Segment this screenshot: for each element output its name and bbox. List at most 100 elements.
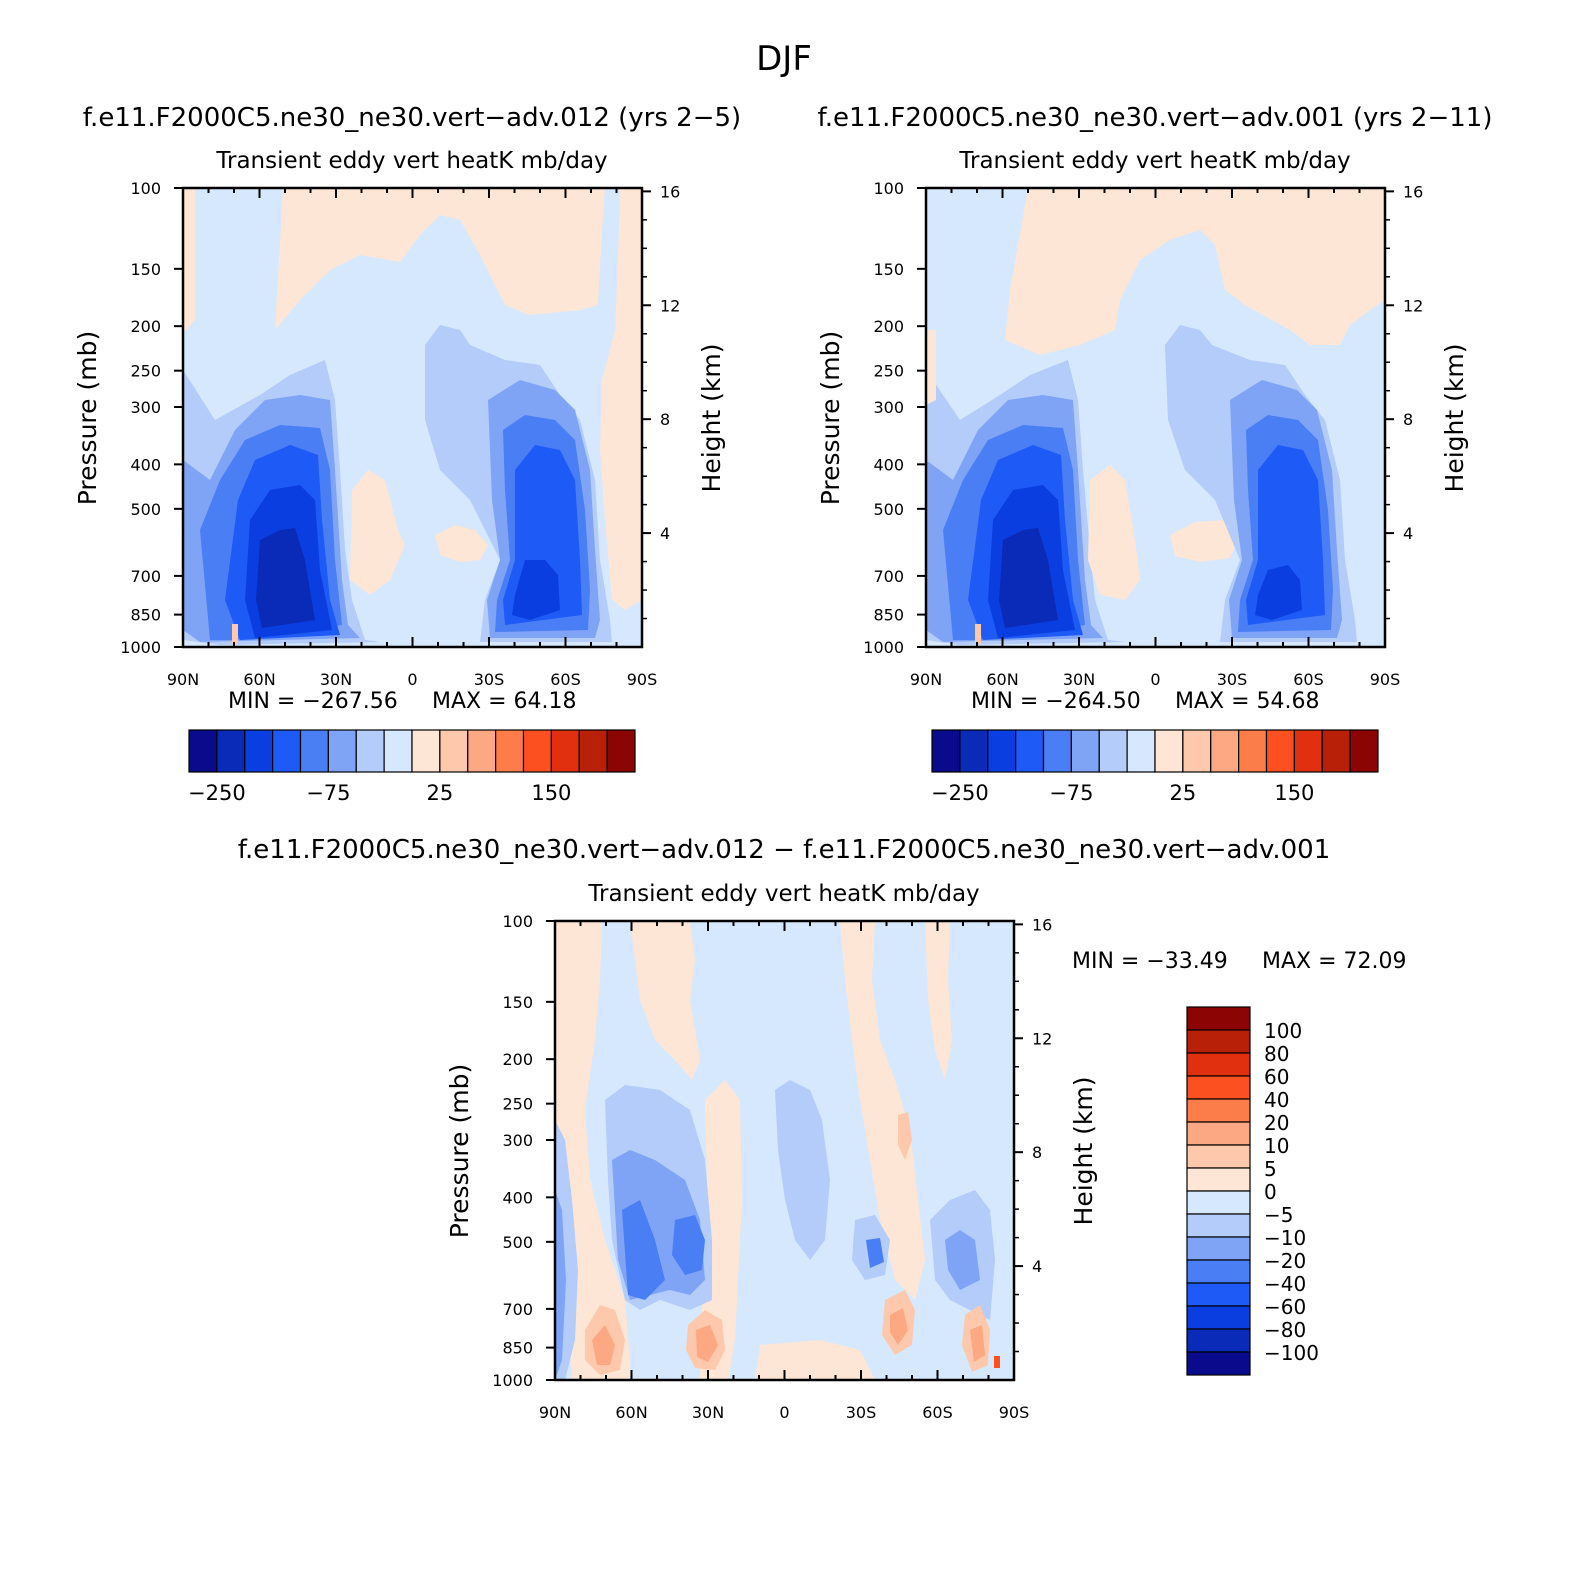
- panel-3-corner-positive: [994, 1356, 1000, 1368]
- colorbar-label: −40: [1264, 1272, 1306, 1296]
- panel-3-positive-4-core: [970, 1325, 985, 1362]
- colorbar-box: [1186, 1351, 1251, 1376]
- panel-3-far-blue-2: [945, 1230, 980, 1290]
- panel-2-axes: 90N 60N 30N 0 30S 60S 90S 100 150 200 250 300 400 500…: [863, 179, 1423, 689]
- colorbar-box: [1186, 1328, 1251, 1353]
- panel-1-ylabel: Pressure (mb): [73, 331, 102, 505]
- panel-2-upper-positive: [1005, 188, 1385, 355]
- x-tick-label: 60S: [550, 670, 581, 689]
- x-tick-label: 60S: [1293, 670, 1324, 689]
- colorbar-label: −100: [1264, 1341, 1319, 1365]
- colorbar-box: [1186, 1305, 1251, 1330]
- y2-tick-label: 4: [660, 524, 670, 543]
- panel-3-nh-blue-3: [622, 1200, 665, 1300]
- x-tick-label: 90S: [999, 1403, 1030, 1422]
- y-tick-label: 250: [873, 362, 904, 381]
- panel-3-positive-3-core: [890, 1308, 908, 1345]
- y-tick-label: 850: [502, 1339, 533, 1358]
- panel-2-left-positive: [926, 330, 936, 405]
- colorbar-box: [1186, 1236, 1251, 1261]
- colorbar-box: [355, 729, 385, 773]
- panel-3-axes: 90N 60N 30N 0 30S 60S 90S 100 150 200 250 300 400 500…: [492, 912, 1052, 1422]
- y-tick-label: 100: [502, 912, 533, 931]
- colorbar-box: [1015, 729, 1045, 773]
- y-tick-label: 200: [130, 317, 161, 336]
- x-tick-label: 90N: [539, 1403, 571, 1422]
- colorbar-box: [272, 729, 302, 773]
- colorbar-label: −5: [1264, 1203, 1293, 1227]
- panel-1-upper-positive: [275, 188, 605, 330]
- colorbar-box: [495, 729, 525, 773]
- panel-3-positive-2-core: [696, 1325, 718, 1362]
- y-tick-label: 150: [873, 260, 904, 279]
- colorbar-label: 40: [1264, 1088, 1289, 1112]
- panel-1-colorbar: −250 −75 25 150: [188, 729, 636, 805]
- x-tick-label: 30N: [320, 670, 352, 689]
- colorbar-label: 150: [531, 781, 571, 805]
- panel-1-right-positive: [600, 188, 642, 610]
- y2-tick-label: 8: [1403, 410, 1413, 429]
- panel-1: f.e11.F2000C5.ne30_ne30.vert−adv.012 (yr…: [73, 103, 741, 805]
- x-tick-label: 0: [407, 670, 417, 689]
- x-tick-label: 30N: [692, 1403, 724, 1422]
- colorbar-box: [1186, 1282, 1251, 1307]
- y2-tick-label: 16: [660, 182, 680, 201]
- panel-1-y2label: Height (km): [697, 344, 726, 493]
- panel-1-eq-positive: [435, 525, 488, 562]
- panel-1-case-title: f.e11.F2000C5.ne30_ne30.vert−adv.012 (yr…: [83, 103, 741, 133]
- colorbar-label: −80: [1264, 1318, 1306, 1342]
- y-tick-label: 850: [130, 606, 161, 625]
- x-tick-label: 60N: [243, 670, 275, 689]
- y-tick-label: 500: [130, 500, 161, 519]
- colorbar-box: [244, 729, 274, 773]
- colorbar-box: [1070, 729, 1100, 773]
- panel-3-upper-positive-far: [925, 921, 952, 1080]
- colorbar-box: [1126, 729, 1156, 773]
- panel-3-min-text: MIN = −33.49: [1072, 949, 1228, 974]
- panel-1-title: Transient eddy vert heatK mb/day: [215, 148, 607, 174]
- y-tick-label: 200: [502, 1050, 533, 1069]
- panel-2-min-text: MIN = −264.50: [971, 689, 1141, 714]
- colorbar-label: 80: [1264, 1042, 1289, 1066]
- y2-tick-label: 8: [1032, 1143, 1042, 1162]
- y2-tick-label: 4: [1403, 524, 1413, 543]
- colorbar-label: −20: [1264, 1249, 1306, 1273]
- panel-3-upper-positive-right: [840, 921, 925, 1300]
- panel-1-left-positive: [183, 188, 195, 330]
- y2-tick-label: 8: [660, 410, 670, 429]
- y2-tick-label: 16: [1403, 182, 1423, 201]
- panel-3-y2label: Height (km): [1069, 1077, 1098, 1226]
- panel-3-max-text: MAX = 72.09: [1262, 949, 1407, 974]
- colorbar-label: 0: [1264, 1180, 1277, 1204]
- panel-1-min-text: MIN = −267.56: [228, 689, 398, 714]
- panel-3-upper-positive-mid: [630, 921, 700, 1080]
- colorbar-box: [1186, 1098, 1251, 1123]
- panel-2-nh-blue-6: [999, 528, 1058, 628]
- colorbar-box: [1186, 1144, 1251, 1169]
- y2-tick-label: 4: [1032, 1257, 1042, 1276]
- y-tick-label: 1000: [120, 638, 161, 657]
- colorbar-box: [1238, 729, 1268, 773]
- y-tick-label: 150: [502, 993, 533, 1012]
- x-tick-label: 90S: [627, 670, 658, 689]
- panel-1-nh-blue-6: [256, 528, 315, 628]
- colorbar-label: −75: [306, 781, 350, 805]
- panel-3-title: Transient eddy vert heatK mb/day: [587, 881, 979, 907]
- y-tick-label: 700: [130, 567, 161, 586]
- y2-tick-label: 12: [660, 296, 680, 315]
- y-tick-label: 1000: [863, 638, 904, 657]
- panel-2-ylabel: Pressure (mb): [816, 331, 845, 505]
- y-tick-label: 250: [130, 362, 161, 381]
- y-tick-label: 500: [873, 500, 904, 519]
- y-tick-label: 300: [130, 398, 161, 417]
- x-tick-label: 90N: [167, 670, 199, 689]
- panel-3-case-title: f.e11.F2000C5.ne30_ne30.vert−adv.012 − f…: [238, 835, 1330, 865]
- colorbar-box: [299, 729, 329, 773]
- colorbar-box: [578, 729, 608, 773]
- panel-1-nh-positive: [350, 470, 405, 595]
- colorbar-box: [1182, 729, 1212, 773]
- colorbar-box: [1186, 1213, 1251, 1238]
- x-tick-label: 90S: [1370, 670, 1401, 689]
- colorbar-box: [550, 729, 580, 773]
- colorbar-box: [1098, 729, 1128, 773]
